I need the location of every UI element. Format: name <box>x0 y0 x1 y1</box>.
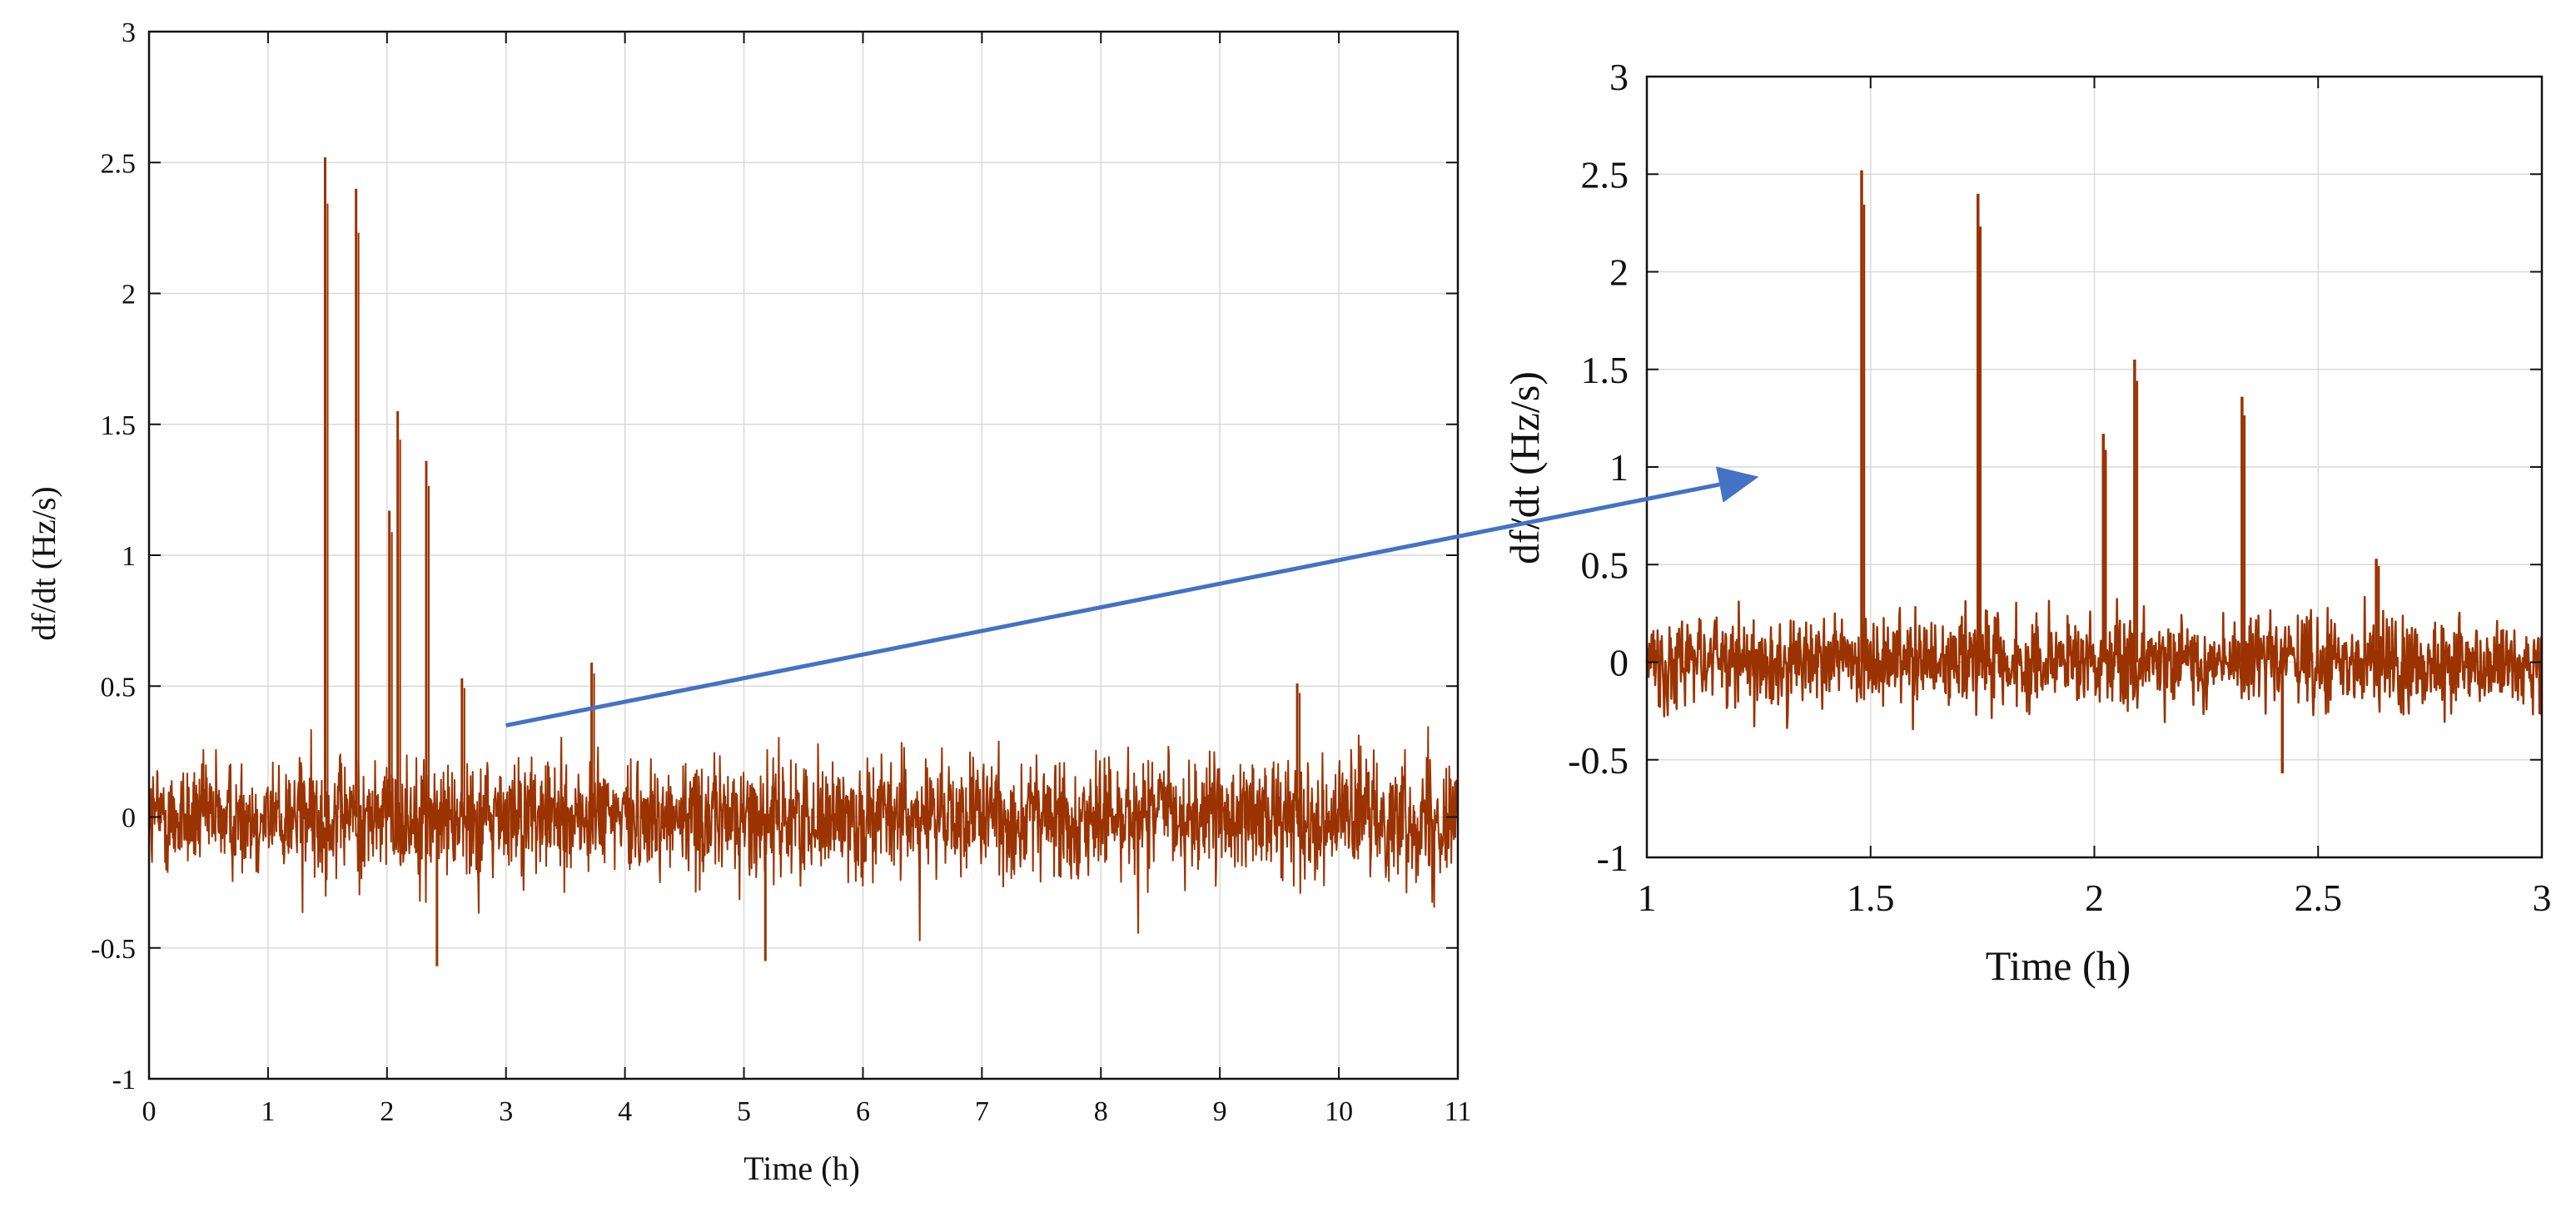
zoom-ticks: 1 1.5 2 2.5 3 -1 -0.5 0 0.5 1 1.5 2 2.5 3 <box>1568 56 2551 919</box>
zoom-y-axis-label: df/dt (Hz/s) <box>1501 371 1548 564</box>
y-tick-label: 3 <box>122 17 136 48</box>
y-tick-label: 2.5 <box>1581 153 1629 196</box>
zoom-axes-frame <box>1645 75 2544 859</box>
x-tick-label: 2.5 <box>2295 877 2343 919</box>
x-tick-label: 7 <box>975 1096 989 1127</box>
y-tick-label: 2 <box>122 280 136 310</box>
x-tick-label: 6 <box>856 1096 870 1127</box>
y-tick-label: 1 <box>122 541 136 572</box>
overview-chart: 0 1 2 3 4 5 6 7 8 9 10 11 -1 -0.5 0 0.5 1 1.5 2 2.5 3 Time (… <box>25 17 1471 1187</box>
x-tick-label: 2 <box>380 1096 394 1127</box>
x-tick-label: 1 <box>261 1096 275 1127</box>
overview-y-axis-label: df/dt (Hz/s) <box>25 486 62 641</box>
x-tick-label: 4 <box>618 1096 632 1127</box>
x-tick-label: 9 <box>1213 1096 1227 1127</box>
x-tick-label: 11 <box>1445 1096 1472 1127</box>
noise-line <box>1645 595 2544 731</box>
x-tick-label: 8 <box>1094 1096 1108 1127</box>
zoom-axes <box>1645 75 2544 859</box>
zoom-arrow <box>505 466 1759 728</box>
x-tick-label: 1.5 <box>1847 877 1895 919</box>
y-tick-label: 2 <box>1609 251 1629 294</box>
y-tick-label: -1 <box>112 1065 136 1095</box>
x-tick-label: 1 <box>1638 877 1657 919</box>
y-tick-label: -0.5 <box>1568 739 1629 782</box>
zoom-arrow-head <box>1716 466 1759 503</box>
y-tick-label: -0.5 <box>91 934 136 965</box>
x-tick-label: 3 <box>499 1096 513 1127</box>
overview-axes-frame <box>147 30 1460 1080</box>
x-tick-label: 5 <box>737 1096 751 1127</box>
y-tick-label: 0 <box>1609 642 1629 684</box>
zoom-series <box>1645 170 2544 774</box>
y-tick-label: 0.5 <box>101 672 137 703</box>
noise-line <box>148 726 1459 941</box>
y-tick-label: 0.5 <box>1581 544 1629 586</box>
x-tick-label: 3 <box>2533 877 2552 919</box>
y-tick-label: 3 <box>1609 56 1629 98</box>
x-tick-label: 0 <box>142 1096 157 1127</box>
y-tick-label: 0 <box>122 803 136 834</box>
overview-axes <box>147 30 1460 1080</box>
zoom-chart: 1 1.5 2 2.5 3 -1 -0.5 0 0.5 1 1.5 2 2.5 3 Time (h) df… <box>1501 56 2552 989</box>
y-tick-label: -1 <box>1597 837 1629 879</box>
x-tick-label: 10 <box>1325 1096 1353 1127</box>
overview-series <box>148 156 1459 966</box>
y-tick-label: 2.5 <box>101 148 137 179</box>
overview-x-axis-label: Time (h) <box>743 1150 860 1187</box>
zoom-x-axis-label: Time (h) <box>1986 942 2131 989</box>
overview-ticks: 0 1 2 3 4 5 6 7 8 9 10 11 -1 -0.5 0 0.5 1 1.5 2 2.5 3 <box>91 17 1471 1127</box>
y-tick-label: 1 <box>1609 446 1629 489</box>
y-tick-label: 1.5 <box>101 410 137 441</box>
x-tick-label: 2 <box>2085 877 2104 919</box>
zoom-arrow-shaft <box>505 482 1720 728</box>
y-tick-label: 1.5 <box>1581 349 1629 391</box>
